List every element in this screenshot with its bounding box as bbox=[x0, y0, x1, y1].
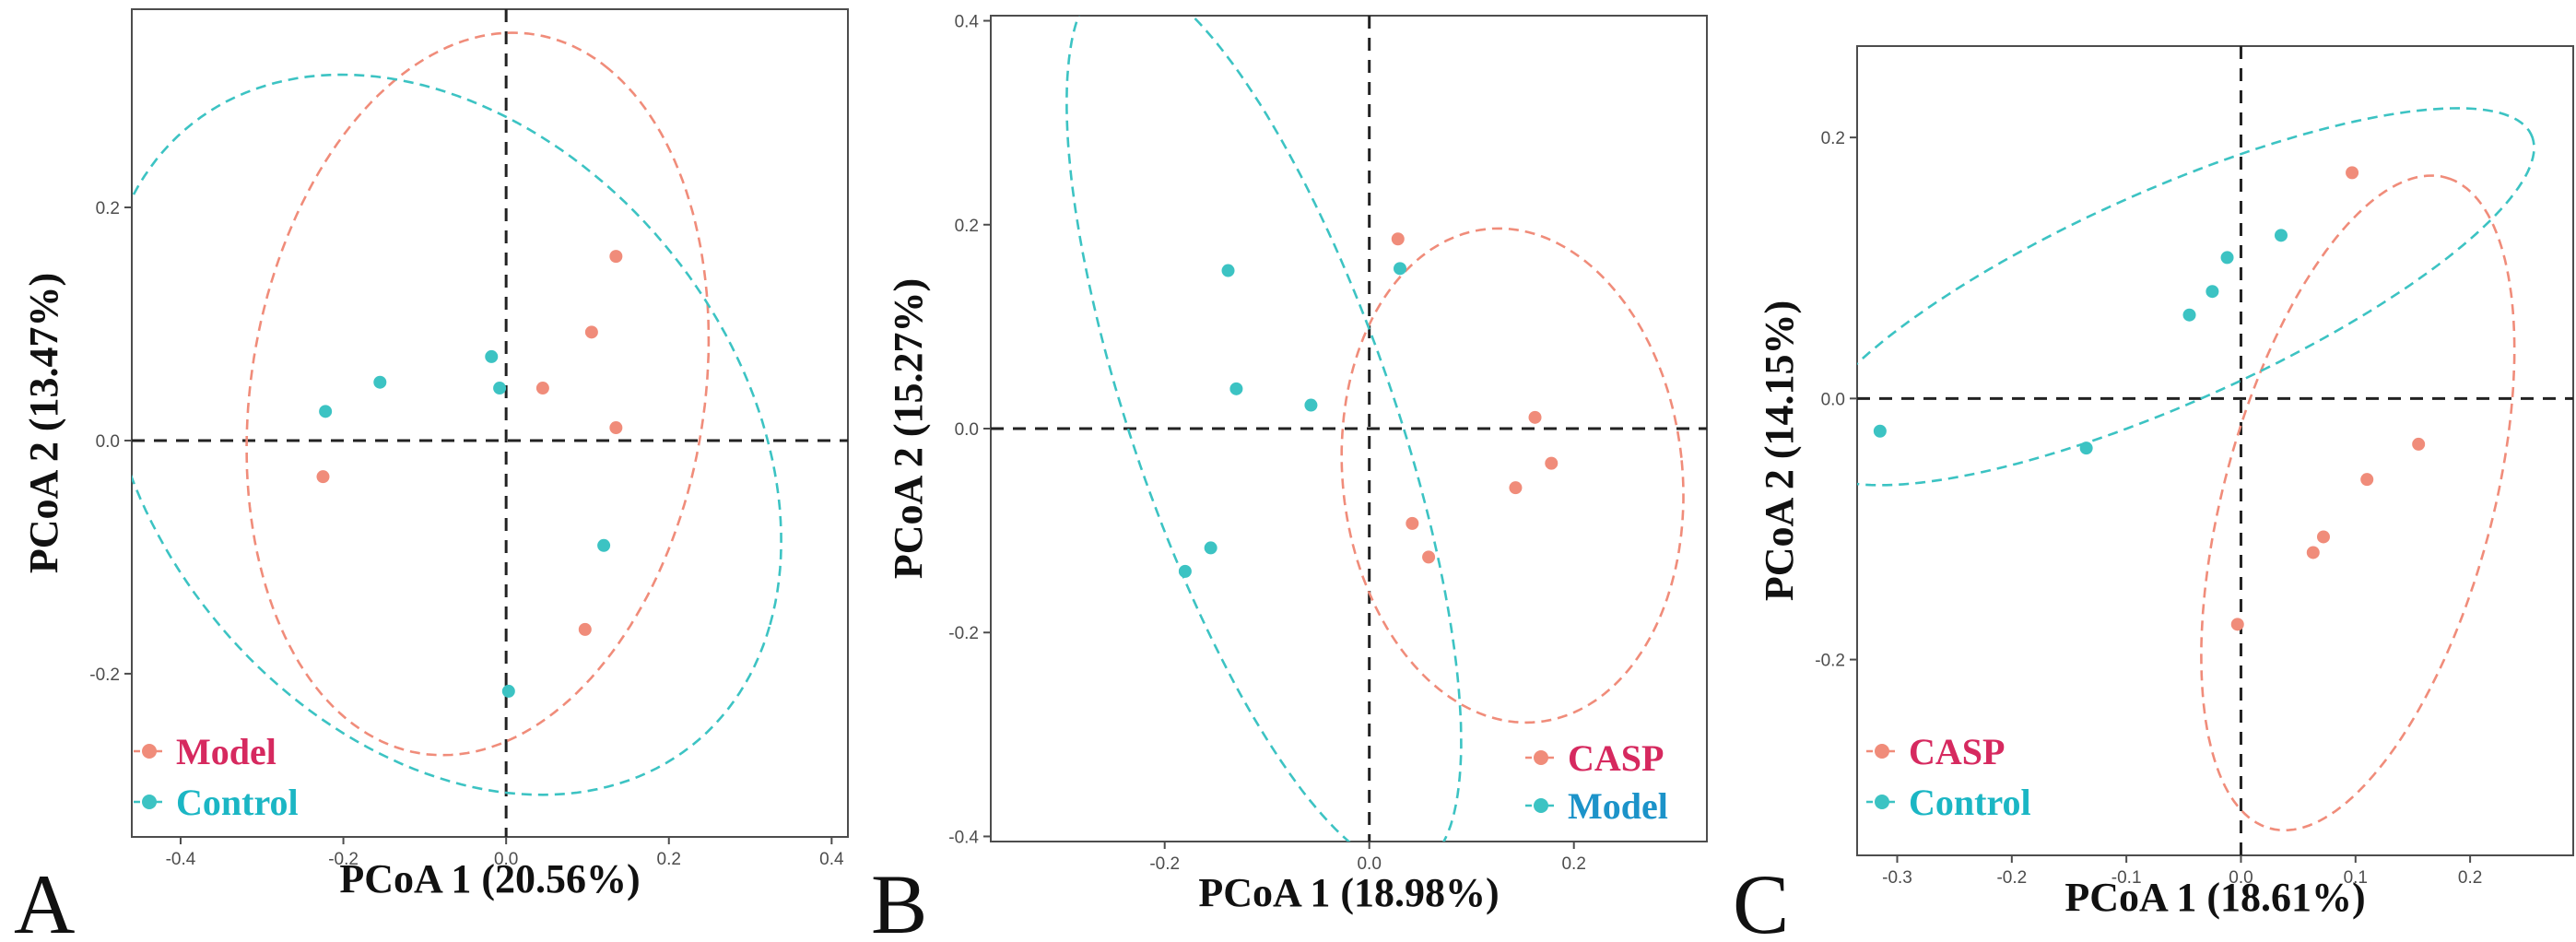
data-point-control bbox=[501, 684, 515, 698]
x-tick-label: 0.2 bbox=[657, 850, 681, 869]
x-axis-label: PCoA 1 (18.61%) bbox=[2064, 875, 2365, 920]
y-tick-label: -0.2 bbox=[89, 665, 120, 685]
panel-b: -0.2 0.0 0.2 -0.4 -0.2 0.0 0.2 0.4 PCoA 1 (18.98… bbox=[871, 13, 1708, 942]
ellipse-layer bbox=[1857, 107, 2535, 832]
x-tick-label: 0.0 bbox=[1357, 854, 1381, 874]
y-tick-label: 0.2 bbox=[1821, 129, 1845, 148]
confidence-ellipse-model bbox=[1065, 16, 1463, 842]
y-axis-label: PCoA 2 (14.15%) bbox=[1757, 300, 1802, 601]
y-tick-label: 0.2 bbox=[955, 217, 979, 236]
data-point-control bbox=[2205, 285, 2219, 299]
data-point-model bbox=[535, 382, 549, 395]
data-point-casp bbox=[2306, 546, 2320, 559]
legend-key-dot bbox=[1534, 798, 1548, 813]
y-tick-label: 0.0 bbox=[955, 420, 979, 440]
y-tick-label: 0.2 bbox=[96, 199, 120, 218]
legend-label-casp: CASP bbox=[1909, 731, 2005, 772]
data-point-casp bbox=[1406, 516, 1419, 530]
data-point-model bbox=[316, 470, 330, 484]
data-point-casp bbox=[1545, 456, 1559, 470]
y-axis-label: PCoA 2 (13.47%) bbox=[21, 273, 66, 573]
confidence-ellipse-control bbox=[1857, 107, 2535, 487]
plot-frame bbox=[131, 8, 849, 838]
panel-letter: B bbox=[871, 857, 927, 942]
data-point-control bbox=[373, 375, 387, 389]
legend-label-casp: CASP bbox=[1568, 737, 1664, 779]
panel-letter: A bbox=[14, 857, 75, 942]
data-point-model bbox=[609, 421, 623, 435]
x-tick-label: -0.1 bbox=[2111, 868, 2142, 888]
data-point-model bbox=[1221, 264, 1235, 277]
confidence-ellipse-model bbox=[245, 31, 711, 757]
confidence-ellipse-casp bbox=[1340, 227, 1685, 724]
data-point-control bbox=[485, 349, 499, 363]
y-tick-label: -0.4 bbox=[948, 828, 979, 847]
data-point-model bbox=[1178, 564, 1192, 578]
legend-label-control: Control bbox=[1909, 782, 2031, 823]
legend-key-dot bbox=[142, 744, 157, 759]
x-tick-label: 0.1 bbox=[2344, 868, 2368, 888]
data-point-control bbox=[493, 382, 507, 395]
x-axis-label: PCoA 1 (18.98%) bbox=[1198, 870, 1499, 915]
x-tick-label: 0.0 bbox=[494, 850, 518, 869]
ellipse-layer bbox=[1065, 16, 1685, 842]
data-point-control bbox=[2079, 442, 2093, 455]
data-point-control bbox=[2220, 251, 2234, 265]
data-point-model bbox=[584, 325, 598, 339]
data-point-control bbox=[2274, 229, 2288, 242]
data-point-model bbox=[578, 622, 592, 636]
legend-label-model: Model bbox=[176, 731, 276, 772]
data-point-control bbox=[1873, 424, 1887, 438]
data-point-model bbox=[1304, 398, 1318, 412]
data-point-model bbox=[1229, 382, 1243, 395]
y-tick-label: 0.4 bbox=[955, 13, 980, 32]
data-point-control bbox=[319, 405, 333, 418]
panel-c: -0.3 -0.2 -0.1 0.0 0.1 0.2 -0.2 0.0 0.2 PCoA 1 (1… bbox=[1733, 45, 2574, 942]
x-tick-label: 0.2 bbox=[1561, 854, 1585, 874]
legend-label-control: Control bbox=[176, 782, 299, 823]
legend-key-dot bbox=[1875, 744, 1889, 759]
data-point-casp bbox=[1528, 410, 1542, 424]
data-point-casp bbox=[1422, 550, 1436, 564]
y-tick-label: 0.0 bbox=[1821, 390, 1845, 409]
data-point-control bbox=[2182, 308, 2196, 322]
plot-frame bbox=[1856, 45, 2574, 856]
x-tick-label: -0.2 bbox=[1149, 854, 1180, 874]
data-point-casp bbox=[2360, 473, 2374, 487]
x-tick-label: -0.2 bbox=[328, 850, 359, 869]
x-axis-label: PCoA 1 (20.56%) bbox=[339, 856, 640, 901]
panel-letter: C bbox=[1733, 857, 1789, 942]
data-point-casp bbox=[1509, 481, 1523, 495]
x-tick-label: 0.0 bbox=[2229, 868, 2253, 888]
confidence-ellipse-control bbox=[132, 73, 782, 796]
data-point-model bbox=[1394, 262, 1406, 276]
data-point-casp bbox=[1391, 232, 1405, 246]
x-tick-label: -0.2 bbox=[1996, 868, 2027, 888]
data-point-model bbox=[609, 250, 623, 264]
panel-a: -0.4 -0.2 0.0 0.2 0.4 -0.2 0.0 0.2 PCoA 1 (20.56… bbox=[14, 8, 849, 942]
y-tick-label: -0.2 bbox=[948, 624, 979, 643]
x-tick-label: 0.4 bbox=[819, 850, 844, 869]
legend-key-dot bbox=[142, 795, 157, 809]
ellipse-layer bbox=[132, 31, 782, 796]
confidence-ellipse-casp bbox=[2200, 174, 2516, 832]
data-point-model bbox=[1204, 541, 1217, 555]
legend-label-model: Model bbox=[1568, 785, 1668, 827]
data-point-casp bbox=[2412, 437, 2426, 451]
data-point-casp bbox=[2230, 618, 2244, 631]
data-point-control bbox=[597, 538, 611, 552]
x-tick-label: -0.3 bbox=[1882, 868, 1912, 888]
y-tick-label: -0.2 bbox=[1815, 652, 1845, 671]
data-point-casp bbox=[2316, 530, 2330, 544]
legend-key-dot bbox=[1875, 795, 1889, 809]
legend-key-dot bbox=[1534, 750, 1548, 765]
x-tick-label: -0.4 bbox=[166, 850, 196, 869]
data-point-casp bbox=[2346, 166, 2359, 180]
y-axis-label: PCoA 2 (15.27%) bbox=[886, 278, 931, 579]
y-tick-label: 0.0 bbox=[96, 432, 120, 452]
x-tick-label: 0.2 bbox=[2458, 868, 2482, 888]
